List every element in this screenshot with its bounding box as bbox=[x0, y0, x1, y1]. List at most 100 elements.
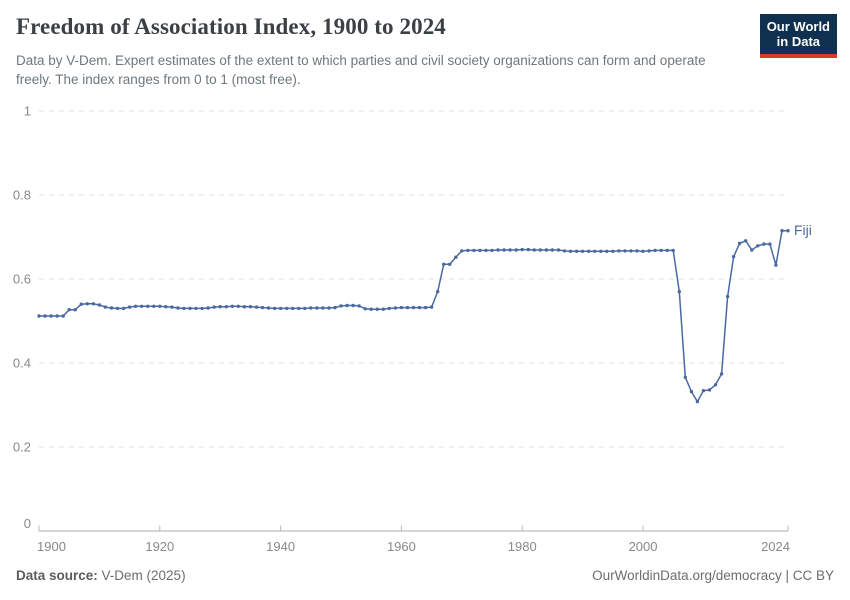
data-point[interactable] bbox=[436, 289, 440, 294]
data-point[interactable] bbox=[97, 303, 102, 307]
data-point[interactable] bbox=[683, 375, 687, 379]
data-point[interactable] bbox=[713, 383, 718, 387]
data-point[interactable] bbox=[399, 305, 404, 310]
data-point[interactable] bbox=[375, 307, 379, 311]
data-point[interactable] bbox=[176, 306, 180, 310]
data-point[interactable] bbox=[725, 294, 730, 299]
data-point[interactable] bbox=[617, 249, 621, 253]
data-point[interactable] bbox=[526, 247, 530, 252]
data-point[interactable] bbox=[85, 302, 90, 306]
data-point[interactable] bbox=[460, 249, 464, 253]
data-point[interactable] bbox=[623, 249, 627, 253]
data-point[interactable] bbox=[768, 242, 772, 246]
data-point[interactable] bbox=[103, 305, 108, 309]
data-point[interactable] bbox=[242, 305, 247, 309]
data-point[interactable] bbox=[508, 248, 512, 252]
data-point[interactable] bbox=[762, 242, 766, 246]
data-point[interactable] bbox=[562, 249, 567, 253]
data-point[interactable] bbox=[556, 248, 561, 252]
data-point[interactable] bbox=[339, 304, 343, 308]
data-point[interactable] bbox=[514, 248, 518, 252]
data-point[interactable] bbox=[133, 304, 138, 308]
data-point[interactable] bbox=[321, 306, 325, 310]
data-point[interactable] bbox=[532, 248, 536, 252]
data-point[interactable] bbox=[538, 248, 542, 252]
data-point[interactable] bbox=[448, 262, 452, 266]
data-point[interactable] bbox=[689, 389, 694, 394]
data-point[interactable] bbox=[580, 249, 585, 253]
data-point[interactable] bbox=[653, 248, 657, 253]
data-point[interactable] bbox=[786, 229, 790, 233]
data-point[interactable] bbox=[115, 306, 120, 311]
data-point[interactable] bbox=[109, 306, 114, 310]
data-point[interactable] bbox=[665, 248, 669, 253]
data-point[interactable] bbox=[363, 307, 367, 311]
data-point[interactable] bbox=[194, 306, 198, 311]
data-point[interactable] bbox=[297, 306, 301, 311]
data-point[interactable] bbox=[285, 306, 289, 311]
data-point[interactable] bbox=[61, 314, 65, 318]
data-point[interactable] bbox=[188, 306, 192, 311]
data-point[interactable] bbox=[266, 306, 271, 310]
data-point[interactable] bbox=[701, 389, 706, 393]
data-point[interactable] bbox=[587, 249, 591, 253]
data-point[interactable] bbox=[164, 305, 168, 309]
data-point[interactable] bbox=[127, 305, 132, 309]
data-point[interactable] bbox=[158, 304, 162, 308]
data-point[interactable] bbox=[599, 249, 603, 253]
data-point[interactable] bbox=[206, 306, 210, 310]
data-point[interactable] bbox=[671, 248, 675, 253]
data-point[interactable] bbox=[272, 306, 277, 311]
data-point[interactable] bbox=[49, 314, 53, 318]
data-point[interactable] bbox=[478, 248, 482, 253]
data-point[interactable] bbox=[695, 399, 700, 404]
data-point[interactable] bbox=[659, 248, 663, 253]
data-point[interactable] bbox=[357, 304, 361, 308]
series-end-label[interactable]: Fiji bbox=[794, 222, 812, 238]
owid-logo[interactable]: Our World in Data bbox=[759, 14, 837, 58]
data-point[interactable] bbox=[327, 306, 331, 310]
data-point[interactable] bbox=[387, 306, 391, 311]
data-point[interactable] bbox=[780, 229, 784, 233]
data-point[interactable] bbox=[212, 305, 216, 309]
data-point[interactable] bbox=[91, 302, 96, 306]
data-point[interactable] bbox=[278, 306, 283, 311]
data-point[interactable] bbox=[629, 249, 633, 253]
data-point[interactable] bbox=[429, 305, 434, 309]
data-point[interactable] bbox=[67, 308, 71, 312]
data-point[interactable] bbox=[490, 248, 494, 253]
data-point[interactable] bbox=[393, 306, 398, 310]
data-point[interactable] bbox=[152, 304, 156, 308]
data-point[interactable] bbox=[309, 306, 313, 310]
data-point[interactable] bbox=[303, 306, 307, 311]
data-point[interactable] bbox=[405, 305, 410, 310]
data-point[interactable] bbox=[593, 249, 597, 253]
data-point[interactable] bbox=[774, 263, 778, 267]
credit-link[interactable]: OurWorldinData.org/democracy | CC BY bbox=[592, 568, 834, 583]
data-point[interactable] bbox=[605, 249, 609, 253]
data-point[interactable] bbox=[43, 314, 47, 318]
data-point[interactable] bbox=[411, 305, 416, 310]
data-point[interactable] bbox=[182, 306, 186, 311]
data-point[interactable] bbox=[236, 304, 240, 308]
data-point[interactable] bbox=[37, 314, 41, 318]
data-point[interactable] bbox=[744, 239, 748, 243]
series-points[interactable] bbox=[37, 229, 790, 404]
data-point[interactable] bbox=[641, 249, 645, 253]
data-point[interactable] bbox=[520, 247, 524, 252]
data-point[interactable] bbox=[254, 305, 259, 309]
data-point[interactable] bbox=[466, 248, 470, 253]
data-point[interactable] bbox=[121, 306, 126, 311]
data-point[interactable] bbox=[442, 262, 446, 266]
data-point[interactable] bbox=[496, 248, 500, 252]
data-point[interactable] bbox=[260, 305, 265, 310]
data-point[interactable] bbox=[611, 249, 615, 253]
data-point[interactable] bbox=[738, 241, 742, 245]
data-point[interactable] bbox=[146, 304, 150, 308]
data-point[interactable] bbox=[731, 255, 736, 259]
data-point[interactable] bbox=[224, 305, 228, 309]
data-point[interactable] bbox=[502, 248, 506, 252]
data-point[interactable] bbox=[568, 249, 573, 253]
data-point[interactable] bbox=[381, 307, 385, 311]
